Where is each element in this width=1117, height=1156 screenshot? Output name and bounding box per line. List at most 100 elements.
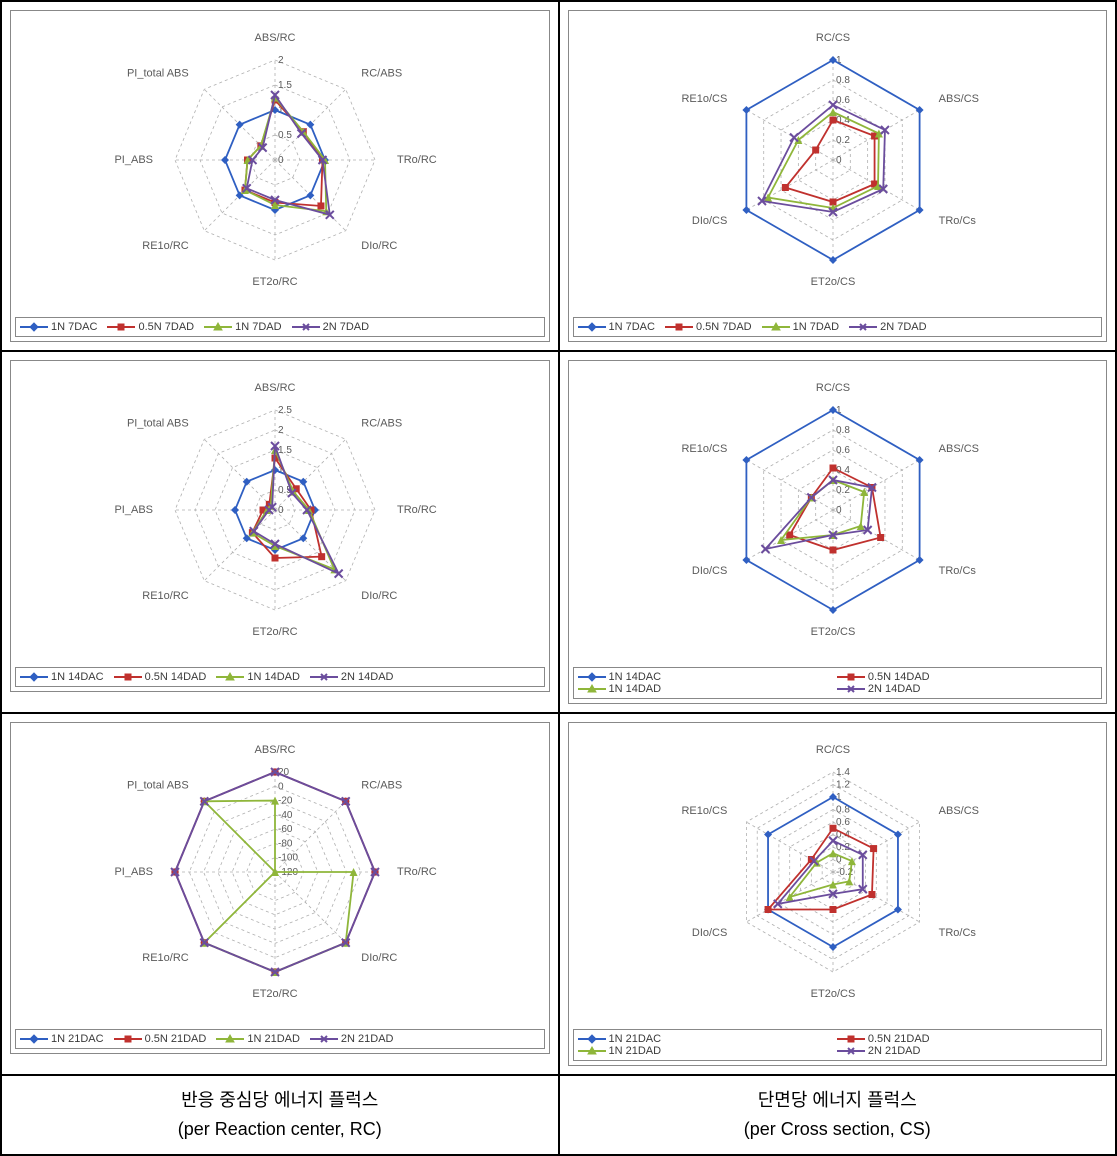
radar-chart-cs7: RC/CSABS/CSTRo/CsET2o/CSDIo/CSRE1o/CS00.… <box>573 15 1093 315</box>
legend-marker-icon <box>578 322 606 332</box>
axis-label: RC/CS <box>815 382 849 394</box>
legend-label: 1N 7DAC <box>51 321 97 333</box>
legend-marker-icon <box>578 1046 606 1056</box>
ring-label: 0.5 <box>278 130 292 141</box>
axis-label: RC/ABS <box>361 68 402 80</box>
legend-label: 0.5N 21DAD <box>868 1033 930 1045</box>
charts-table: ABS/RC RC/ABS TRo/RC DIo/RC ET2o/RC RE1o/RC PI… <box>0 0 1117 1156</box>
chart-box-cs7: RC/CSABS/CSTRo/CsET2o/CSDIo/CSRE1o/CS00.… <box>568 10 1108 342</box>
axis-label: RC/ABS <box>361 418 402 430</box>
caption-left-line2: (per Reaction center, RC) <box>178 1119 382 1139</box>
series-s1 <box>245 100 323 206</box>
legend-item: 1N 7DAC <box>578 321 655 333</box>
chart-box-rc14: ABS/RCRC/ABSTRo/RCDIo/RCET2o/RCRE1o/RCPI… <box>10 360 550 692</box>
caption-right-line1: 단면당 에너지 플럭스 <box>758 1090 917 1110</box>
axis-label: DIo/CS <box>691 927 726 939</box>
legend-marker-icon <box>20 1034 48 1044</box>
ring-label: 2 <box>278 425 284 436</box>
axis-label: ABS/RC <box>255 382 296 394</box>
axis-label: PI_total ABS <box>127 780 189 792</box>
axis-label: DIo/RC <box>361 240 397 252</box>
ring-label: 0.8 <box>836 425 850 436</box>
legend-label: 1N 21DAD <box>247 1033 300 1045</box>
ring-label: 0 <box>836 505 842 516</box>
legend-marker-icon <box>114 1034 142 1044</box>
axis-label: ABS/RC <box>255 744 296 756</box>
legend-item: 2N 7DAD <box>292 321 369 333</box>
legend-marker-icon <box>849 322 877 332</box>
chart-box-rc7: ABS/RC RC/ABS TRo/RC DIo/RC ET2o/RC RE1o/RC PI… <box>10 10 550 342</box>
legend-item: 0.5N 14DAD <box>114 671 207 683</box>
radar-chart-rc14: ABS/RCRC/ABSTRo/RCDIo/RCET2o/RCRE1o/RCPI… <box>15 365 535 665</box>
legend-label: 0.5N 14DAD <box>868 671 930 683</box>
axis-label: RE1o/RC <box>142 952 189 964</box>
cell-cs-7: RC/CSABS/CSTRo/CsET2o/CSDIo/CSRE1o/CS00.… <box>559 1 1117 351</box>
legend-marker-icon <box>310 1034 338 1044</box>
ring-label: 2.5 <box>278 405 292 416</box>
ring-label: 1.5 <box>278 80 292 91</box>
cell-rc-14: ABS/RCRC/ABSTRo/RCDIo/RCET2o/RCRE1o/RCPI… <box>1 351 559 713</box>
ring-label: 1.4 <box>836 767 850 778</box>
axis-label: DIo/RC <box>361 952 397 964</box>
legend-item: 2N 21DAD <box>310 1033 394 1045</box>
legend-item: 1N 14DAC <box>20 671 104 683</box>
legend-item: 0.5N 21DAD <box>837 1033 1086 1045</box>
ring-label: 2 <box>278 55 284 66</box>
axis-label: RE1o/RC <box>142 590 189 602</box>
legend-item: 1N 21DAD <box>578 1045 827 1057</box>
axis-label: PI_total ABS <box>127 68 189 80</box>
axis-label: DIo/RC <box>361 590 397 602</box>
axis-label: PI_ABS <box>114 866 153 878</box>
legend-label: 1N 14DAC <box>609 671 662 683</box>
series-s1 <box>785 120 874 202</box>
legend-item: 2N 14DAD <box>310 671 394 683</box>
ring-label: 0.6 <box>836 817 850 828</box>
ring-label: 0.8 <box>836 75 850 86</box>
axis-label: ET2o/CS <box>810 626 855 638</box>
legend-rc7: 1N 7DAC0.5N 7DAD1N 7DAD2N 7DAD <box>15 317 545 337</box>
axis-label: RE1o/RC <box>142 240 189 252</box>
axis-label: RE1o/CS <box>681 443 727 455</box>
legend-label: 1N 21DAD <box>609 1045 662 1057</box>
ring-label: 0 <box>278 155 284 166</box>
radar-chart-rc7: ABS/RC RC/ABS TRo/RC DIo/RC ET2o/RC RE1o/RC PI… <box>15 15 535 315</box>
axis-label: TRo/RC <box>397 866 437 878</box>
axis-label: TRo/Cs <box>938 565 976 577</box>
legend-marker-icon <box>216 672 244 682</box>
legend-item: 2N 14DAD <box>837 683 1086 695</box>
legend-label: 1N 14DAD <box>247 671 300 683</box>
legend-item: 1N 14DAC <box>578 671 827 683</box>
radar-chart-cs14: RC/CSABS/CSTRo/CsET2o/CSDIo/CSRE1o/CS00.… <box>573 365 1093 665</box>
legend-item: 1N 7DAD <box>762 321 839 333</box>
ring-label: -100 <box>278 853 298 864</box>
legend-item: 2N 21DAD <box>837 1045 1086 1057</box>
axis-label: DIo/CS <box>691 565 726 577</box>
axis-label: TRo/Cs <box>938 927 976 939</box>
axis-label: ET2o/CS <box>810 276 855 288</box>
axis-label: TRo/Cs <box>938 215 976 227</box>
ring-label: 0 <box>836 155 842 166</box>
legend-marker-icon <box>837 1046 865 1056</box>
legend-rc14: 1N 14DAC 0.5N 14DAD 1N 14DAD 2N 14DAD <box>15 667 545 687</box>
axis-label: RE1o/CS <box>681 93 727 105</box>
legend-item: 0.5N 7DAD <box>665 321 752 333</box>
ring-label: 0.6 <box>836 445 850 456</box>
ring-label: -20 <box>278 796 293 807</box>
axis-label: ET2o/CS <box>810 988 855 1000</box>
legend-label: 2N 7DAD <box>880 321 926 333</box>
axis-label: RE1o/CS <box>681 805 727 817</box>
legend-label: 1N 7DAD <box>235 321 281 333</box>
cell-cs-21: RC/CSABS/CSTRo/CsET2o/CSDIo/CSRE1o/CS-0.… <box>559 713 1117 1075</box>
legend-marker-icon <box>762 322 790 332</box>
axis-label: ABS/RC <box>255 32 296 44</box>
axis-label: TRo/RC <box>397 154 437 166</box>
ring-label: 0.2 <box>836 135 850 146</box>
axis-label: RC/CS <box>815 744 849 756</box>
legend-label: 2N 7DAD <box>323 321 369 333</box>
legend-item: 1N 7DAC <box>20 321 97 333</box>
legend-marker-icon <box>665 322 693 332</box>
legend-label: 1N 7DAC <box>609 321 655 333</box>
legend-item: 1N 7DAD <box>204 321 281 333</box>
legend-label: 2N 21DAD <box>341 1033 394 1045</box>
axis-label: ET2o/RC <box>252 276 297 288</box>
